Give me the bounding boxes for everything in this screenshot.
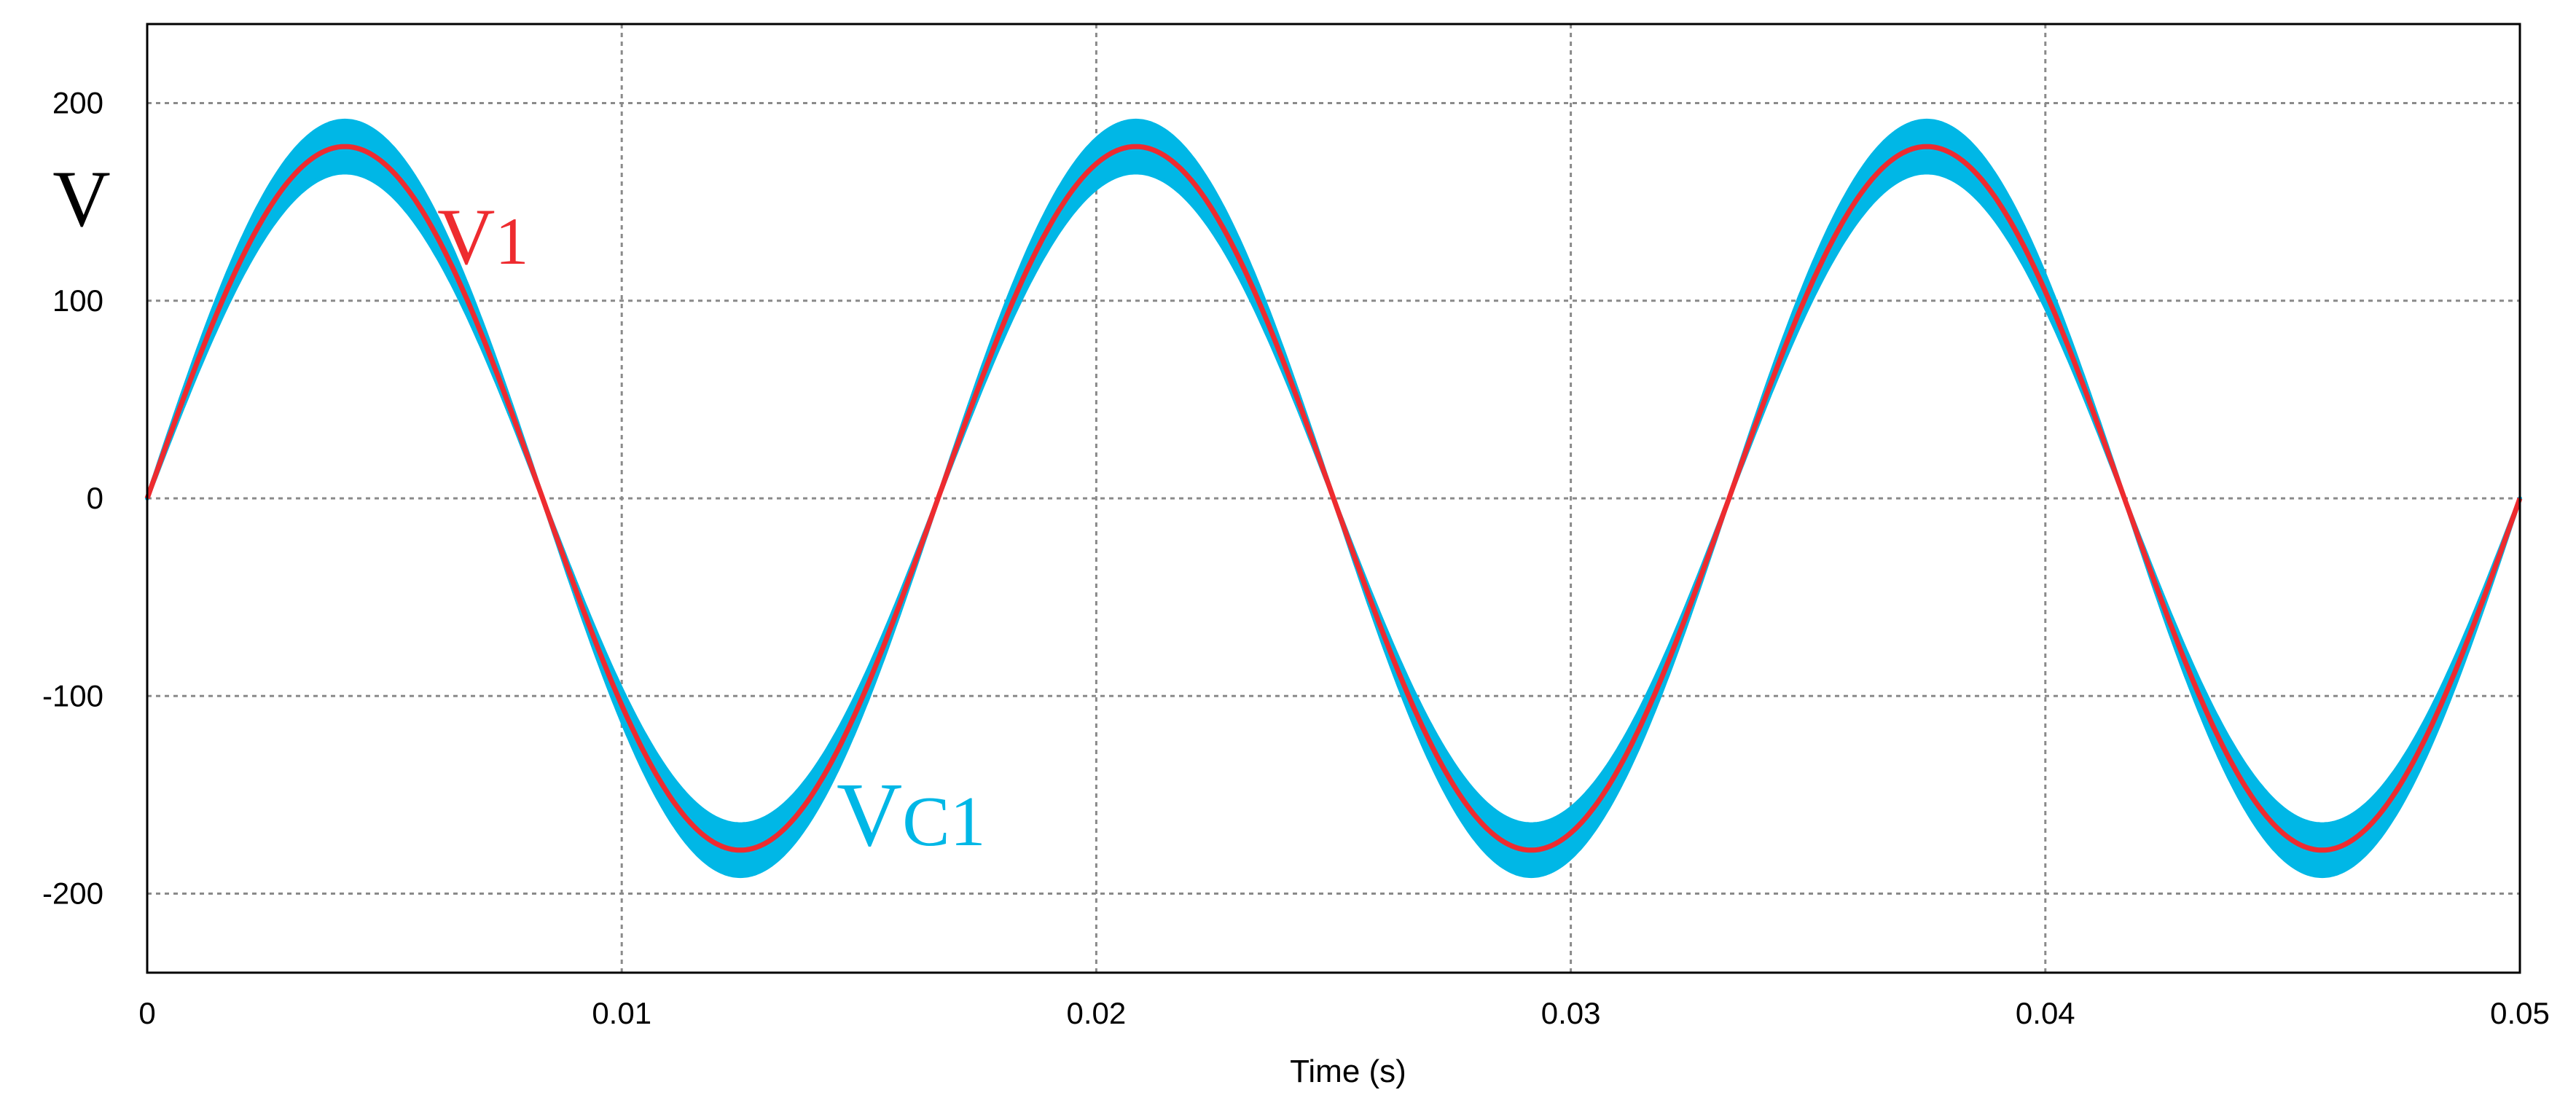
vc1-series-label: VC1 <box>837 765 986 866</box>
vc1-label-main: V <box>837 765 902 866</box>
y-tick-labels: 200 100 0 -100 -200 <box>42 86 103 911</box>
x-tick-label: 0.03 <box>1541 996 1601 1030</box>
x-axis-label: Time (s) <box>1290 1054 1406 1089</box>
x-tick-label: 0.05 <box>2490 996 2550 1030</box>
y-tick-label: 100 <box>52 283 103 318</box>
v1-label-main: V <box>437 192 495 281</box>
plot-frame <box>146 23 2521 974</box>
v1-series-line <box>144 144 2523 853</box>
v1-line-layer <box>144 144 2523 853</box>
x-tick-label: 0.02 <box>1067 996 1127 1030</box>
x-tick-label: 0.01 <box>592 996 651 1030</box>
vc1-label-sub: C1 <box>902 783 985 861</box>
v1-series-label: V1 <box>437 192 528 281</box>
v1-label-sub: 1 <box>495 204 528 278</box>
y-tick-label: 200 <box>52 86 103 120</box>
y-tick-label: -200 <box>42 876 103 911</box>
y-tick-label: 0 <box>87 481 103 515</box>
x-tick-label: 0.04 <box>2016 996 2075 1030</box>
y-axis-label: V <box>52 154 110 243</box>
x-tick-label: 0 <box>138 996 155 1030</box>
y-tick-label: -100 <box>42 678 103 713</box>
x-tick-labels: 0 0.01 0.02 0.03 0.04 0.05 <box>138 996 2550 1030</box>
